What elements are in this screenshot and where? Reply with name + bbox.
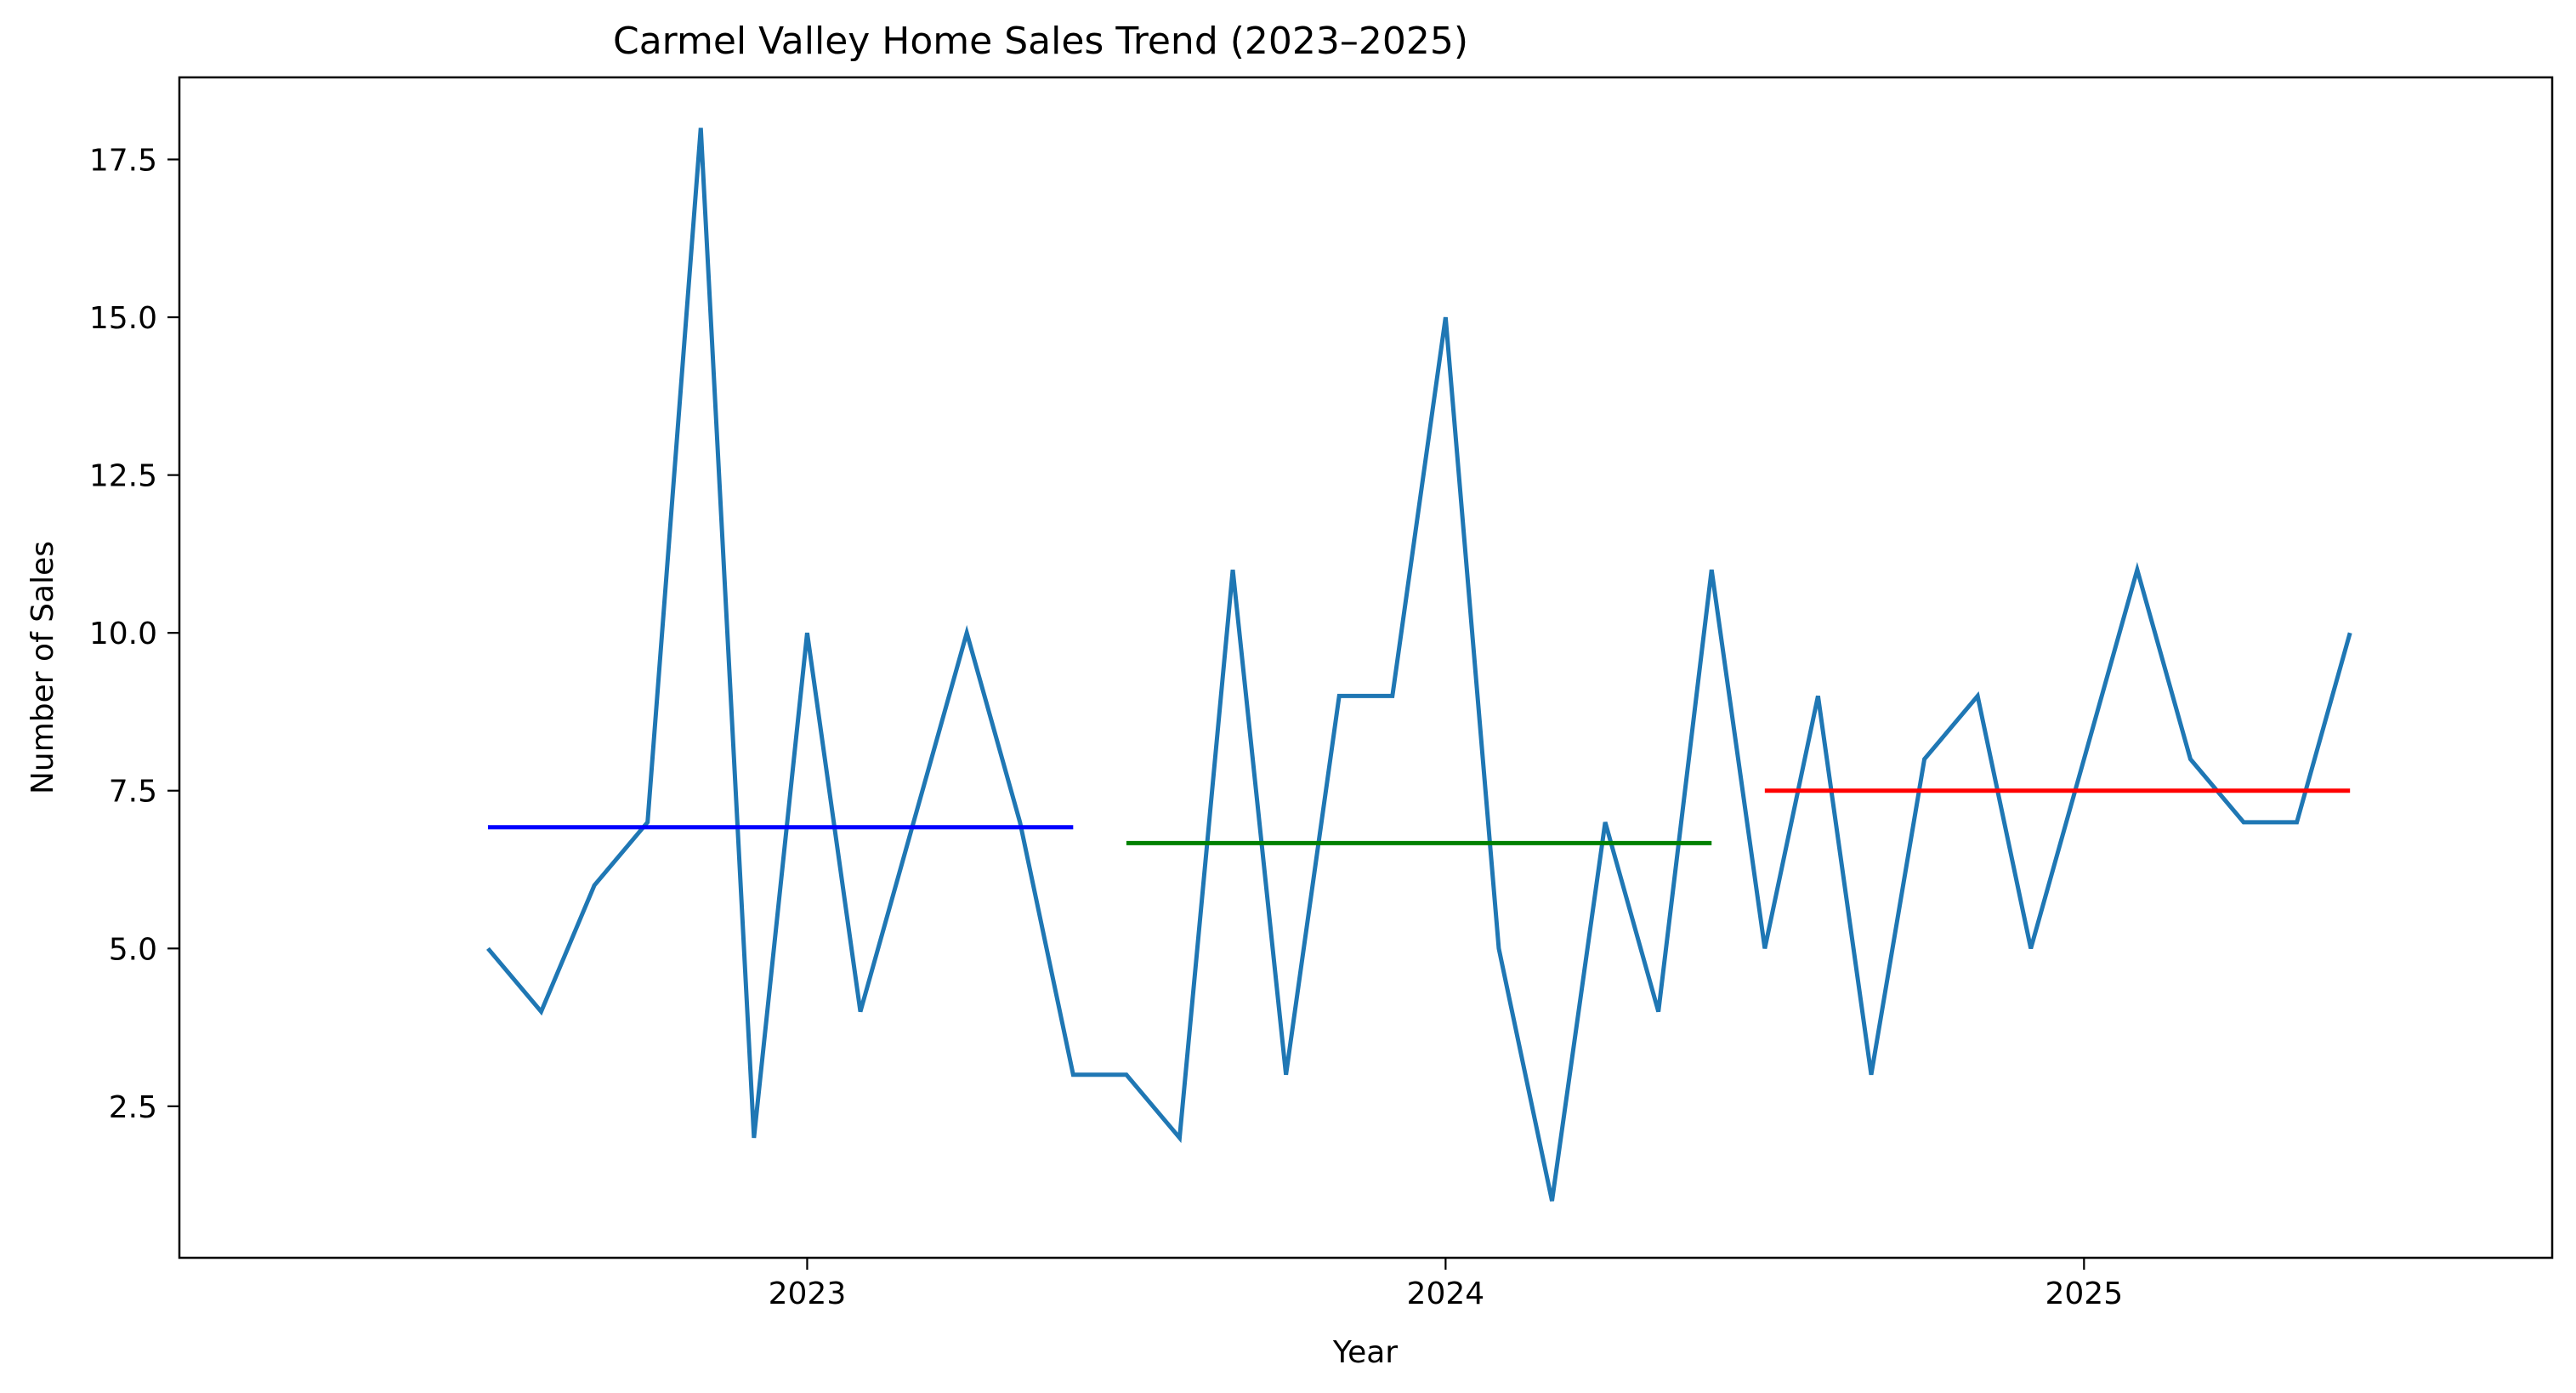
- y-tick-label: 7.5: [109, 775, 157, 810]
- chart-title: Carmel Valley Home Sales Trend (2023–202…: [613, 20, 1468, 63]
- series-layer: [486, 128, 2352, 1202]
- x-tick-label: 2025: [2045, 1276, 2123, 1311]
- x-tick-label: 2023: [769, 1276, 847, 1311]
- plot-area: [178, 76, 2554, 1259]
- sales-series-line: [486, 128, 2352, 1202]
- y-tick-label: 10.0: [89, 617, 157, 651]
- y-tick-label: 17.5: [89, 143, 157, 178]
- y-tick-label: 15.0: [89, 301, 157, 336]
- y-axis-ticks: 2.5 5.0 7.5 10.0 12.5 15.0 17.5: [89, 143, 179, 1125]
- x-axis-ticks: 2023 2024 2025: [769, 1258, 2123, 1311]
- y-tick-label: 12.5: [89, 459, 157, 494]
- y-tick-label: 5.0: [109, 932, 157, 967]
- y-tick-label: 2.5: [109, 1090, 157, 1125]
- x-tick-label: 2024: [1407, 1276, 1485, 1311]
- y-axis-label: Number of Sales: [26, 541, 60, 794]
- average-lines: [487, 788, 2351, 845]
- x-axis-label: Year: [1332, 1335, 1398, 1370]
